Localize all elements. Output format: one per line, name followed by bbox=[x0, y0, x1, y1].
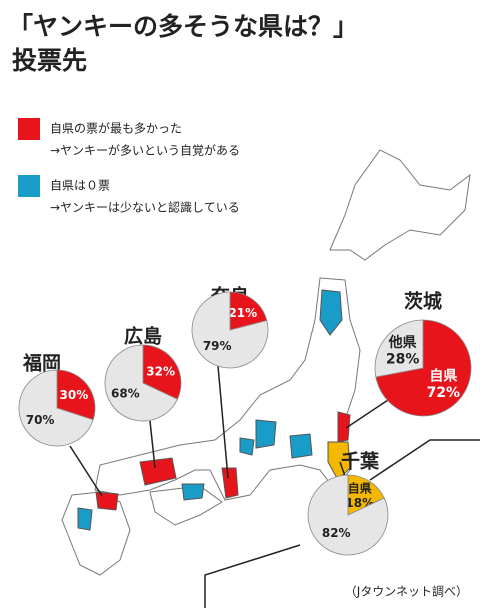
legend-description: →ヤンキーが多いという自覚がある bbox=[50, 143, 240, 158]
pie-slice bbox=[307, 474, 389, 556]
legend-label: 自県は０票 bbox=[50, 179, 110, 193]
pie-slice bbox=[191, 291, 269, 369]
value-label: 21% bbox=[228, 306, 257, 320]
prefecture bbox=[221, 467, 239, 499]
category-label: 自県 bbox=[429, 367, 457, 384]
connector bbox=[339, 461, 346, 477]
value-label: 70% bbox=[26, 413, 55, 427]
prefecture bbox=[95, 491, 119, 511]
map bbox=[61, 149, 480, 608]
prefecture bbox=[139, 457, 177, 486]
pie-slice bbox=[18, 369, 94, 447]
value-label: 79% bbox=[203, 339, 232, 353]
pie-slice bbox=[229, 291, 268, 331]
title-line: 投票先 bbox=[12, 46, 87, 75]
connector bbox=[69, 445, 103, 497]
pie-title: 福岡 bbox=[22, 352, 61, 375]
legend-label: 自県の票が最も多かった bbox=[50, 121, 182, 136]
prefecture bbox=[319, 289, 343, 336]
value-label: 72% bbox=[427, 385, 461, 401]
inset-frame bbox=[204, 544, 301, 608]
credit: （Jタウンネット調べ） bbox=[345, 585, 468, 599]
pie-slice bbox=[347, 474, 385, 516]
value-label: 68% bbox=[111, 387, 140, 401]
pie-slice bbox=[56, 369, 96, 421]
category-label: 他県 bbox=[388, 334, 417, 351]
connectors bbox=[69, 365, 389, 497]
title-line: 「ヤンキーの多そうな県は？」 bbox=[8, 12, 358, 41]
prefecture bbox=[337, 411, 351, 443]
value-label: 30% bbox=[60, 388, 89, 402]
pie-slice bbox=[374, 319, 424, 378]
island bbox=[61, 491, 131, 576]
inset-frame bbox=[369, 439, 480, 481]
pie-slice bbox=[375, 319, 472, 417]
pie-title: 茨城 bbox=[404, 290, 442, 313]
pie-title: 千葉 bbox=[341, 451, 380, 473]
pies: 福岡30%70%広島32%68%奈良21%79%茨城自県72%他県28%千葉自県… bbox=[18, 285, 472, 556]
connector bbox=[217, 365, 229, 479]
category-label: 自県 bbox=[348, 481, 372, 496]
value-label: 32% bbox=[146, 364, 175, 378]
connector bbox=[149, 420, 156, 469]
value-label: 82% bbox=[322, 526, 351, 540]
pie-slice bbox=[142, 344, 182, 400]
legend-swatch bbox=[18, 118, 40, 140]
connector bbox=[345, 399, 389, 429]
legend: 自県の票が最も多かった →ヤンキーが多いという自覚がある 自県は０票 →ヤンキー… bbox=[18, 118, 240, 215]
legend-description: →ヤンキーは少ないと認識している bbox=[50, 200, 240, 215]
prefecture bbox=[181, 483, 205, 501]
value-label: 28% bbox=[386, 352, 420, 368]
pie-slice bbox=[104, 344, 178, 422]
prefecture bbox=[289, 433, 313, 459]
prefecture bbox=[255, 419, 277, 449]
legend-swatch bbox=[18, 175, 40, 197]
island bbox=[329, 149, 471, 261]
prefecture bbox=[77, 507, 93, 531]
prefecture bbox=[239, 437, 255, 456]
pie-title: 広島 bbox=[124, 325, 162, 348]
